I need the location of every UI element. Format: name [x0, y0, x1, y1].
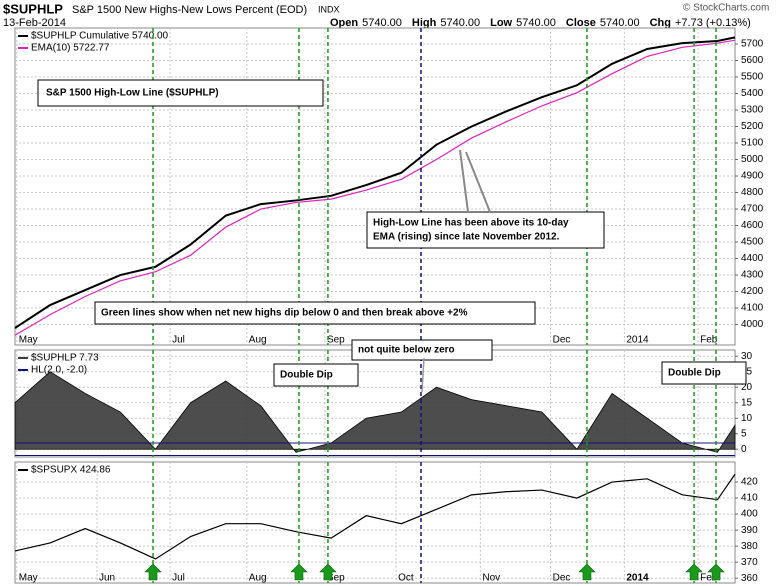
- y-tick-label: 380: [741, 541, 758, 552]
- y-tick-label: 4000: [741, 319, 764, 330]
- x-tick-label: Aug: [249, 573, 267, 584]
- quote-value: 5740.00: [600, 17, 640, 29]
- quote-value: +7.73 (+0.13%): [675, 17, 751, 29]
- x-tick-label: 2014: [626, 335, 649, 346]
- overlay: [421, 149, 491, 393]
- y-tick-label: 4100: [741, 303, 764, 314]
- y-tick-label: 25: [741, 366, 753, 377]
- quote-value: 5740.00: [440, 17, 480, 29]
- note-box: [273, 363, 359, 387]
- x-tick-label: Feb: [700, 335, 718, 346]
- y-tick-label: 5400: [741, 88, 764, 99]
- y-tick-label: 5000: [741, 154, 764, 165]
- y-tick-label: 15: [741, 397, 753, 408]
- x-tick-label: Jul: [172, 335, 185, 346]
- signal-arrow: [319, 563, 337, 581]
- line: [14, 473, 736, 560]
- x-tick-label: Dec: [553, 573, 571, 584]
- quote: Open 5740.00 High 5740.00 Low 5740.00 Close 574…: [330, 17, 751, 29]
- legend-label: $SPSUPX 424.86: [31, 465, 111, 476]
- pointer: [465, 151, 491, 213]
- y-tick-label: 10: [741, 413, 753, 424]
- y-tick-label: 400: [741, 509, 758, 520]
- signal-arrow: [707, 563, 725, 581]
- y-tick-label: 5300: [741, 105, 764, 116]
- quote-label: Close: [566, 17, 596, 29]
- y-tick-label: 5700: [741, 39, 764, 50]
- plot: 4000410042004300440045004600470048004900…: [14, 27, 764, 584]
- chart-title: S&P 1500 High-Low Line ($SUPHLP): [46, 88, 219, 99]
- note: EMA (rising) since late November 2012.: [373, 232, 560, 243]
- name: S&P 1500 New Highs-New Lows Percent (EOD…: [72, 4, 307, 16]
- x-tick-label: Jun: [99, 573, 115, 584]
- quote-label: High: [412, 17, 437, 29]
- note-box: [94, 301, 536, 325]
- quote-value: 5740.00: [516, 17, 556, 29]
- y-tick-label: 4900: [741, 171, 764, 182]
- signal-arrow: [685, 563, 703, 581]
- quote-label: Open: [330, 17, 358, 29]
- x-tick-label: Oct: [398, 573, 414, 584]
- symbol: $SUPHLP: [3, 1, 63, 16]
- y-tick-label: 4200: [741, 286, 764, 297]
- note-box: [661, 361, 747, 385]
- line: [14, 36, 736, 329]
- y-tick-label: 370: [741, 557, 758, 568]
- pointer: [421, 357, 425, 393]
- quote-value: 5740.00: [362, 17, 402, 29]
- note-box: [351, 339, 493, 361]
- legend-label: $SUPHLP Cumulative 5740.00: [31, 31, 169, 42]
- y-tick-label: 4600: [741, 220, 764, 231]
- y-tick-label: 0: [741, 444, 747, 455]
- note: Double Dip: [280, 370, 333, 381]
- note-box: [366, 211, 605, 249]
- x-tick-label: 2014: [626, 573, 649, 584]
- y-tick-label: 5: [741, 428, 747, 439]
- x-tick-label: Jul: [172, 573, 185, 584]
- x-tick-label: Sep: [327, 573, 345, 584]
- signal-arrow: [578, 563, 596, 581]
- x-tick-label: May: [19, 335, 38, 346]
- legend-label: HL(2.0, -2.0): [31, 365, 87, 376]
- y-tick-label: 4300: [741, 270, 764, 281]
- note: High-Low Line has been above its 10-day: [373, 218, 569, 229]
- y-tick-label: 4700: [741, 204, 764, 215]
- signal-arrow: [290, 563, 308, 581]
- y-tick-label: 390: [741, 525, 758, 536]
- panel: [14, 27, 736, 346]
- x-tick-label: Dec: [553, 335, 571, 346]
- y-tick-label: 410: [741, 493, 758, 504]
- y-tick-label: 420: [741, 477, 758, 488]
- x-tick-label: Nov: [482, 573, 500, 584]
- y-tick-label: 5100: [741, 138, 764, 149]
- legend-label: EMA(10) 5722.77: [31, 43, 110, 54]
- y-tick-label: 30: [741, 351, 753, 362]
- y-tick-label: 20: [741, 382, 753, 393]
- y-tick-label: 4400: [741, 253, 764, 264]
- pointer: [459, 149, 469, 213]
- y-tick-label: 4800: [741, 187, 764, 198]
- exchange: INDX: [318, 4, 340, 14]
- y-tick-label: 4500: [741, 237, 764, 248]
- legend-label: $SUPHLP 7.73: [31, 353, 99, 364]
- title-box: [37, 79, 324, 107]
- y-tick-label: 5500: [741, 72, 764, 83]
- y-tick-label: 5600: [741, 55, 764, 66]
- x-tick-label: Feb: [700, 573, 718, 584]
- quote-label: Chg: [650, 17, 671, 29]
- x-tick-label: Sep: [327, 335, 345, 346]
- note: Green lines show when net new highs dip …: [101, 308, 468, 319]
- x-tick-label: May: [19, 573, 38, 584]
- y-tick-label: 5200: [741, 121, 764, 132]
- credit: © StockCharts.com: [683, 3, 769, 14]
- y-tick-label: 360: [741, 573, 758, 584]
- x-tick-label: Aug: [249, 335, 267, 346]
- date: 13-Feb-2014: [3, 17, 66, 29]
- quote-label: Low: [490, 17, 512, 29]
- note: not quite below zero: [358, 345, 455, 356]
- note: Double Dip: [668, 368, 721, 379]
- line: [14, 39, 736, 336]
- signal-arrow: [144, 563, 162, 581]
